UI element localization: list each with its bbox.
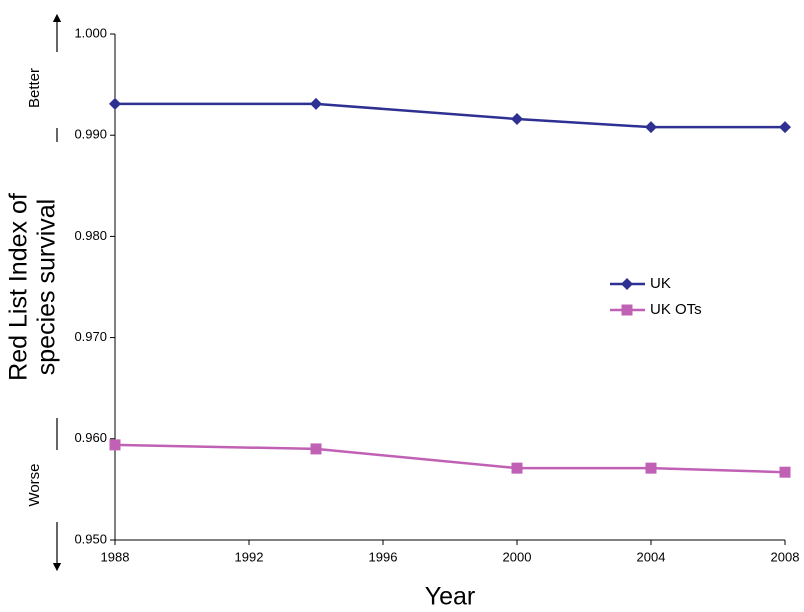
point	[109, 439, 121, 451]
y-axis-title: Red List Index of	[5, 193, 33, 381]
y-tick-label: 0.950	[74, 531, 107, 546]
annotation: Worse	[26, 463, 43, 506]
y-tick-label: 0.990	[74, 127, 107, 142]
series-line	[114, 443, 786, 474]
point	[779, 121, 791, 134]
x-tick-label: 1996	[369, 549, 398, 564]
y-axis-title: species survival	[33, 199, 61, 375]
x-tick-label: 1992	[235, 549, 264, 564]
x-tick-label: 1988	[101, 549, 130, 564]
point	[310, 97, 322, 110]
point	[779, 466, 791, 478]
point	[511, 462, 523, 474]
point	[109, 97, 121, 110]
annotation: Better	[26, 68, 43, 108]
y-tick-label: 0.960	[74, 430, 107, 445]
legend-label: UK OTs	[650, 301, 702, 318]
legend-label: UK	[650, 275, 671, 292]
series-line	[115, 102, 785, 129]
point	[511, 113, 523, 126]
y-tick-label: 1.000	[74, 25, 107, 40]
x-tick-label: 2004	[637, 549, 666, 564]
y-tick-label: 0.980	[74, 228, 107, 243]
point	[310, 443, 322, 455]
x-tick-label: 2000	[503, 549, 532, 564]
point	[621, 304, 633, 316]
x-tick-label: 2008	[771, 549, 800, 564]
point	[621, 278, 633, 290]
point	[645, 121, 657, 134]
y-tick-label: 0.970	[74, 329, 107, 344]
x-axis-title: Year	[425, 583, 476, 611]
point	[645, 462, 657, 474]
